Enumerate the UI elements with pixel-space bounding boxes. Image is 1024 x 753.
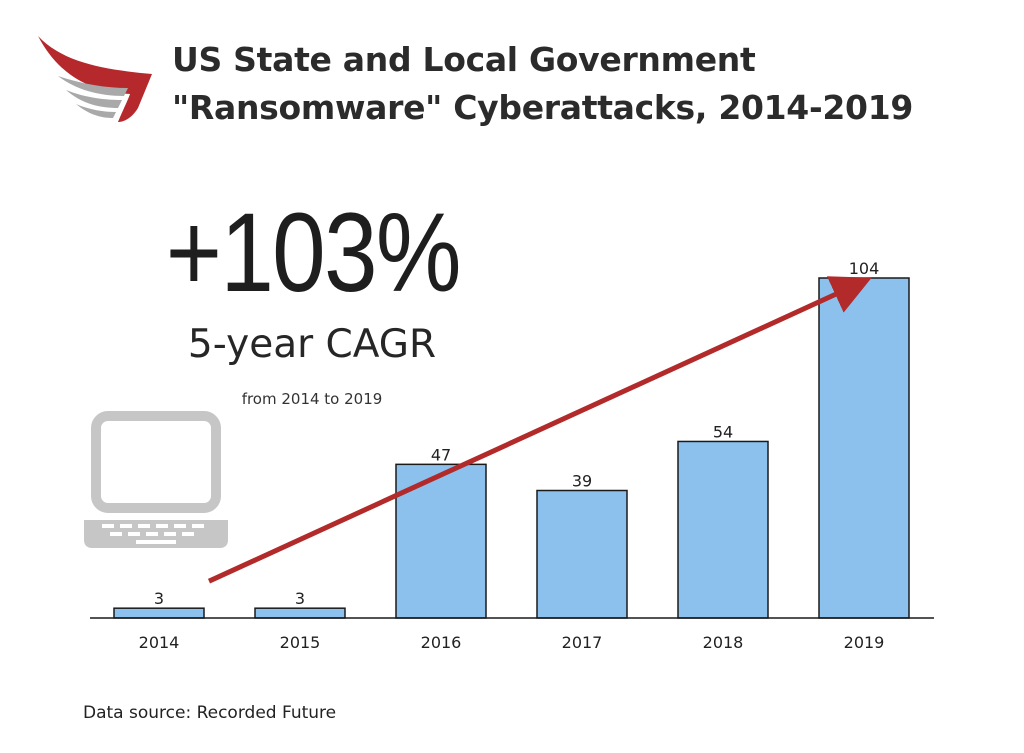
- wing-logo-icon: [38, 36, 152, 122]
- data-label-2014: 3: [154, 589, 164, 608]
- data-source: Data source: Recorded Future: [83, 703, 337, 723]
- x-tick-label-2014: 2014: [139, 633, 180, 652]
- data-label-2016: 47: [431, 445, 451, 464]
- x-tick-label-2017: 2017: [562, 633, 603, 652]
- x-tick-label-2016: 2016: [421, 633, 462, 652]
- data-label-2015: 3: [295, 589, 305, 608]
- bar-2019: [818, 277, 910, 619]
- laptop-icon: [84, 411, 228, 548]
- bar-2014: [113, 607, 205, 619]
- x-tick-label-2015: 2015: [280, 633, 321, 652]
- cagr-value: +103%: [165, 190, 462, 315]
- chart-title: US State and Local Government "Ransomwar…: [172, 36, 913, 132]
- title-line-1: US State and Local Government: [172, 40, 756, 79]
- bar-2018: [677, 440, 769, 619]
- data-label-2017: 39: [572, 472, 592, 491]
- x-tick-label-2019: 2019: [844, 633, 885, 652]
- data-label-2019: 104: [849, 259, 880, 278]
- trend-arrow: [207, 276, 872, 584]
- cagr-period: from 2014 to 2019: [241, 390, 383, 408]
- data-label-2018: 54: [713, 422, 733, 441]
- x-tick-label-2018: 2018: [703, 633, 744, 652]
- title-line-2: "Ransomware" Cyberattacks, 2014-2019: [172, 88, 914, 127]
- bar-2015: [254, 607, 346, 619]
- bar-2017: [536, 489, 628, 619]
- cagr-label: 5-year CAGR: [187, 322, 437, 367]
